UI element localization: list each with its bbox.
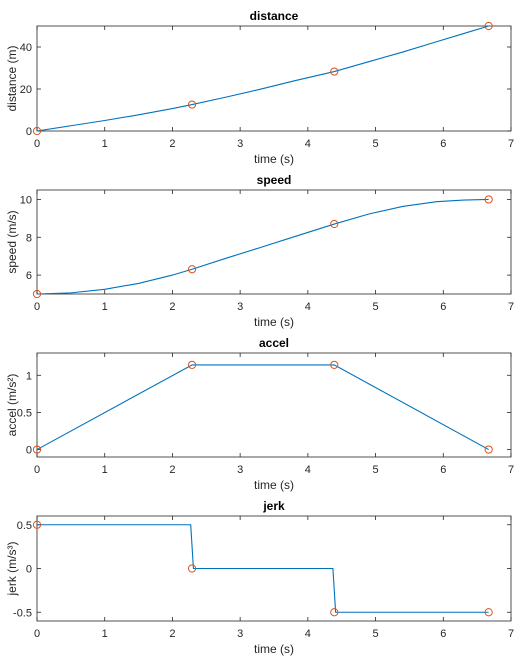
x-tick-label: 2	[169, 138, 175, 150]
panel-accel: 0 1 2 3 4 5 6 7 0 0.5 1 accel time (s) accel (m/s²)	[5, 336, 514, 492]
data-point	[484, 608, 493, 617]
x-tick-label: 2	[169, 628, 175, 640]
x-tick-label: 4	[305, 301, 311, 313]
y-tick-label: -0.5	[13, 607, 32, 619]
x-tick-label: 6	[440, 138, 446, 150]
x-tick-label: 6	[440, 628, 446, 640]
plot-area	[36, 352, 512, 458]
series-line	[36, 198, 489, 295]
plot-area	[36, 25, 512, 132]
y-tick-label: 0.5	[17, 520, 32, 532]
data-point	[484, 445, 493, 454]
x-tick-label: 3	[237, 301, 243, 313]
y-tick-label: 6	[26, 270, 32, 282]
plot-area	[36, 189, 512, 295]
y-tick-label: 0	[26, 445, 32, 457]
data-point	[32, 289, 42, 299]
y-tick-label: 40	[20, 42, 32, 54]
x-tick-label: 6	[440, 301, 446, 313]
x-tick-label: 5	[373, 138, 379, 150]
x-tick-label: 3	[237, 138, 243, 150]
x-tick-label: 0	[34, 138, 40, 150]
data-point	[484, 21, 493, 31]
data-point	[330, 360, 339, 369]
y-axis-label: jerk (m/s³)	[5, 542, 19, 597]
x-tick-label: 4	[305, 138, 311, 150]
x-tick-label: 2	[169, 301, 175, 313]
data-point	[32, 520, 42, 529]
y-axis-label: accel (m/s²)	[5, 374, 19, 437]
x-tick-label: 7	[508, 464, 514, 476]
data-point	[330, 219, 339, 229]
y-tick-label: 8	[26, 232, 32, 244]
panel-distance: 0 1 2 3 4 5 6 7 0 20 40 distance time (s) distance (m…	[5, 9, 514, 166]
x-tick-label: 0	[34, 301, 40, 313]
x-tick-label: 7	[508, 628, 514, 640]
x-tick-label: 5	[373, 464, 379, 476]
x-tick-label: 4	[305, 464, 311, 476]
data-point	[330, 608, 339, 617]
x-tick-label: 2	[169, 464, 175, 476]
x-tick-label: 1	[102, 301, 108, 313]
x-axis-label: time (s)	[254, 315, 294, 329]
y-tick-label: 0.5	[17, 407, 32, 419]
series-line	[37, 524, 489, 613]
x-tick-label: 3	[237, 628, 243, 640]
panel-speed: 0 1 2 3 4 5 6 7 6 8 10 speed time (s) speed (m/s)	[5, 173, 514, 329]
x-axis-label: time (s)	[254, 642, 294, 656]
x-tick-label: 0	[34, 464, 40, 476]
x-tick-label: 5	[373, 628, 379, 640]
series-line	[36, 364, 489, 451]
x-tick-label: 1	[102, 628, 108, 640]
data-point	[32, 126, 42, 136]
x-tick-label: 1	[102, 464, 108, 476]
data-point	[187, 564, 197, 573]
data-point	[187, 265, 197, 274]
chart-title: distance	[250, 9, 299, 23]
y-tick-label: 20	[20, 84, 32, 96]
y-tick-label: 1	[26, 370, 32, 382]
x-tick-label: 4	[305, 628, 311, 640]
y-axis-label: distance (m)	[5, 45, 19, 111]
data-point	[32, 445, 42, 454]
x-tick-label: 7	[508, 301, 514, 313]
y-axis-label: speed (m/s)	[5, 210, 19, 273]
x-tick-label: 5	[373, 301, 379, 313]
x-tick-label: 0	[34, 628, 40, 640]
y-tick-label: 10	[20, 194, 32, 206]
y-tick-label: 0	[26, 126, 32, 138]
data-point	[187, 100, 197, 109]
chart-title: speed	[257, 173, 292, 187]
x-tick-label: 1	[102, 138, 108, 150]
x-tick-label: 3	[237, 464, 243, 476]
data-point	[330, 67, 339, 76]
data-point	[484, 195, 493, 204]
x-axis-label: time (s)	[254, 152, 294, 166]
x-axis-label: time (s)	[254, 478, 294, 492]
x-tick-label: 7	[508, 138, 514, 150]
chart-title: jerk	[262, 499, 285, 513]
series-line	[36, 25, 489, 132]
x-tick-label: 6	[440, 464, 446, 476]
chart-title: accel	[259, 336, 289, 350]
data-point	[187, 360, 197, 369]
y-tick-label: 0	[26, 564, 32, 576]
